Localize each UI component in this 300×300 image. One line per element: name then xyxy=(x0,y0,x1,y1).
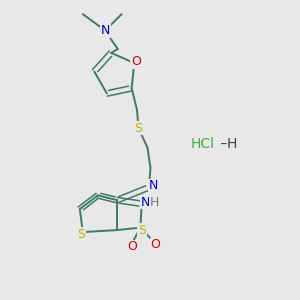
Text: O: O xyxy=(127,240,137,253)
Text: H: H xyxy=(226,137,236,151)
Text: HCl: HCl xyxy=(190,137,214,151)
Text: H: H xyxy=(149,196,159,209)
Text: N: N xyxy=(140,196,150,209)
Text: O: O xyxy=(131,55,141,68)
Text: S: S xyxy=(134,122,142,135)
Text: S: S xyxy=(77,228,85,241)
Text: O: O xyxy=(150,238,160,251)
Text: N: N xyxy=(100,24,110,37)
Text: –: – xyxy=(216,137,232,151)
Text: N: N xyxy=(149,179,158,192)
Text: S: S xyxy=(138,224,146,236)
